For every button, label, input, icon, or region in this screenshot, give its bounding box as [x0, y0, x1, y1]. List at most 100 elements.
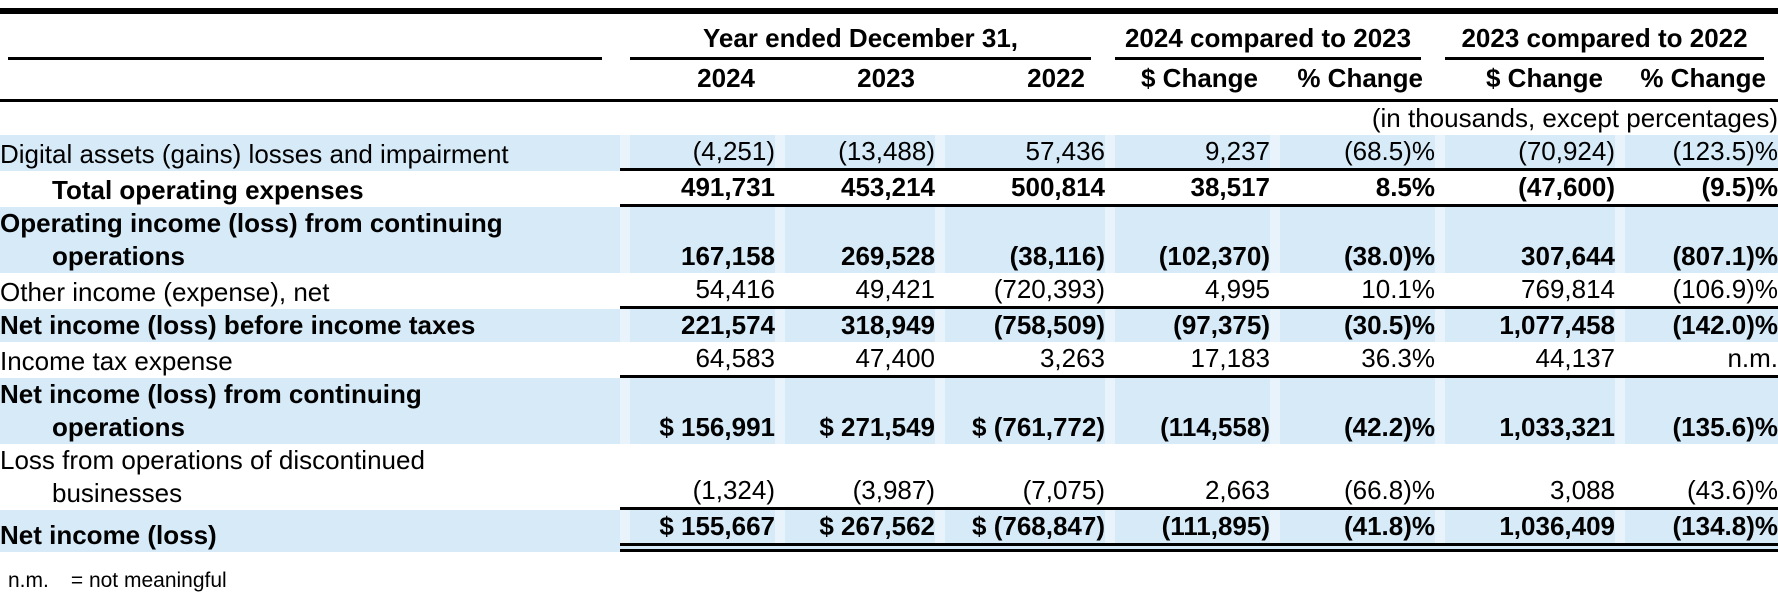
- cell-pct-change-2023-2022: n.m.: [1615, 342, 1778, 378]
- cell-pct-change-2023-2022: (9.5)%: [1615, 171, 1778, 207]
- row-label: Net income (loss): [0, 510, 620, 552]
- col-header-pct-change-2024-2023: % Change: [1270, 60, 1436, 102]
- cell-2024: 491,731: [620, 171, 775, 207]
- table-row: Other income (expense), net 54,416 49,42…: [0, 273, 1778, 309]
- cell-2024: 221,574: [620, 309, 775, 342]
- cell-2023: 269,528: [775, 207, 935, 273]
- cell-pct-change-2024-2023: (41.8)%: [1270, 510, 1436, 552]
- header-group-row: Year ended December 31, 2024 compared to…: [0, 14, 1778, 60]
- cell-2022: 3,263: [935, 342, 1106, 378]
- units-note-row: (in thousands, except percentages): [0, 102, 1778, 135]
- cell-2022: (720,393): [935, 273, 1106, 309]
- cell-2023: 47,400: [775, 342, 935, 378]
- cell-pct-change-2023-2022: (135.6)%: [1615, 378, 1778, 444]
- table-row: Income tax expense 64,583 47,400 3,263 1…: [0, 342, 1778, 378]
- cell-dollar-change-2024-2023: 17,183: [1105, 342, 1271, 378]
- cell-dollar-change-2023-2022: 1,033,321: [1435, 378, 1616, 444]
- row-label: Loss from operations of discontinued bus…: [0, 444, 620, 510]
- cell-2022: 500,814: [935, 171, 1106, 207]
- label-column-rule: [8, 57, 602, 60]
- group-year-ended-title: Year ended December 31,: [630, 22, 1092, 60]
- footnote-abbreviation: n.m.: [8, 569, 49, 592]
- cell-pct-change-2023-2022: (123.5)%: [1615, 135, 1778, 171]
- cell-pct-change-2023-2022: (134.8)%: [1615, 510, 1778, 552]
- cell-2024: (4,251): [620, 135, 775, 171]
- table-row: Operating income (loss) from continuing …: [0, 207, 1778, 273]
- row-label-text: Net income (loss): [0, 520, 217, 550]
- cell-2023: 49,421: [775, 273, 935, 309]
- col-header-dollar-change-2024-2023: $ Change: [1105, 60, 1271, 102]
- cell-pct-change-2023-2022: (43.6)%: [1615, 444, 1778, 510]
- cell-pct-change-2024-2023: (42.2)%: [1270, 378, 1436, 444]
- cell-2024: (1,324): [620, 444, 775, 510]
- cell-2022: (7,075): [935, 444, 1106, 510]
- group-year-ended: Year ended December 31,: [620, 14, 1105, 60]
- group-2023-vs-2022-title: 2023 compared to 2022: [1445, 22, 1765, 60]
- cell-pct-change-2023-2022: (807.1)%: [1615, 207, 1778, 273]
- cell-pct-change-2024-2023: 36.3%: [1270, 342, 1436, 378]
- cell-2023: $ 267,562: [775, 510, 935, 552]
- cell-2022: 57,436: [935, 135, 1106, 171]
- cell-dollar-change-2023-2022: (70,924): [1435, 135, 1616, 171]
- footnote: n.m. = not meaningful: [8, 568, 1778, 593]
- col-header-dollar-change-2023-2022: $ Change: [1435, 60, 1616, 102]
- row-label: Operating income (loss) from continuing …: [0, 207, 620, 273]
- cell-2022: $ (761,772): [935, 378, 1106, 444]
- col-header-pct-change-2023-2022: % Change: [1615, 60, 1778, 102]
- cell-dollar-change-2023-2022: 1,036,409: [1435, 510, 1616, 552]
- cell-pct-change-2024-2023: (30.5)%: [1270, 309, 1436, 342]
- cell-dollar-change-2023-2022: 44,137: [1435, 342, 1616, 378]
- cell-pct-change-2024-2023: 8.5%: [1270, 171, 1436, 207]
- table-row: Net income (loss) from continuing operat…: [0, 378, 1778, 444]
- cell-pct-change-2024-2023: (38.0)%: [1270, 207, 1436, 273]
- cell-dollar-change-2024-2023: (97,375): [1105, 309, 1271, 342]
- cell-2022: $ (768,847): [935, 510, 1106, 552]
- group-2024-vs-2023: 2024 compared to 2023: [1105, 14, 1435, 60]
- cell-2023: (3,987): [775, 444, 935, 510]
- group-2023-vs-2022: 2023 compared to 2022: [1435, 14, 1778, 60]
- row-label: Digital assets (gains) losses and impair…: [0, 135, 620, 171]
- row-label-text: Operating income (loss) from continuing …: [0, 208, 503, 271]
- cell-dollar-change-2023-2022: 307,644: [1435, 207, 1616, 273]
- group-2024-vs-2023-title: 2024 compared to 2023: [1115, 22, 1422, 60]
- cell-pct-change-2023-2022: (106.9)%: [1615, 273, 1778, 309]
- col-header-2023: 2023: [775, 60, 935, 102]
- table-row: Total operating expenses 491,731 453,214…: [0, 171, 1778, 207]
- row-label: Total operating expenses: [0, 171, 620, 207]
- cell-dollar-change-2024-2023: (111,895): [1105, 510, 1271, 552]
- cell-2023: $ 271,549: [775, 378, 935, 444]
- cell-2023: 318,949: [775, 309, 935, 342]
- cell-2024: $ 156,991: [620, 378, 775, 444]
- cell-dollar-change-2023-2022: (47,600): [1435, 171, 1616, 207]
- table-row: Net income (loss) before income taxes 22…: [0, 309, 1778, 342]
- cell-dollar-change-2024-2023: (114,558): [1105, 378, 1271, 444]
- cell-2024: 54,416: [620, 273, 775, 309]
- cell-pct-change-2024-2023: 10.1%: [1270, 273, 1436, 309]
- income-statement-table: Year ended December 31, 2024 compared to…: [0, 8, 1778, 552]
- row-label-text: Loss from operations of discontinued bus…: [0, 445, 425, 508]
- row-label-text: Income tax expense: [0, 346, 233, 376]
- col-header-2024: 2024: [620, 60, 775, 102]
- cell-dollar-change-2024-2023: 4,995: [1105, 273, 1271, 309]
- cell-pct-change-2024-2023: (68.5)%: [1270, 135, 1436, 171]
- cell-dollar-change-2023-2022: 769,814: [1435, 273, 1616, 309]
- cell-pct-change-2023-2022: (142.0)%: [1615, 309, 1778, 342]
- cell-dollar-change-2023-2022: 3,088: [1435, 444, 1616, 510]
- cell-dollar-change-2024-2023: 2,663: [1105, 444, 1271, 510]
- row-label-text: Digital assets (gains) losses and impair…: [0, 139, 509, 169]
- row-label: Net income (loss) from continuing operat…: [0, 378, 620, 444]
- cell-2024: 64,583: [620, 342, 775, 378]
- row-label-text: Other income (expense), net: [0, 277, 330, 307]
- cell-2024: 167,158: [620, 207, 775, 273]
- table-row: Digital assets (gains) losses and impair…: [0, 135, 1778, 171]
- cell-dollar-change-2024-2023: (102,370): [1105, 207, 1271, 273]
- row-label: Income tax expense: [0, 342, 620, 378]
- row-label: Other income (expense), net: [0, 273, 620, 309]
- cell-2023: (13,488): [775, 135, 935, 171]
- table-row: Loss from operations of discontinued bus…: [0, 444, 1778, 510]
- col-header-2022: 2022: [935, 60, 1106, 102]
- cell-dollar-change-2023-2022: 1,077,458: [1435, 309, 1616, 342]
- cell-dollar-change-2024-2023: 9,237: [1105, 135, 1271, 171]
- label-column-header: [0, 60, 620, 102]
